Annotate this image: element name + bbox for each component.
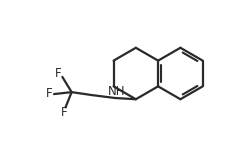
Text: F: F [46,87,52,100]
Text: F: F [55,67,61,80]
Text: NH: NH [108,85,125,98]
Text: F: F [61,106,67,119]
